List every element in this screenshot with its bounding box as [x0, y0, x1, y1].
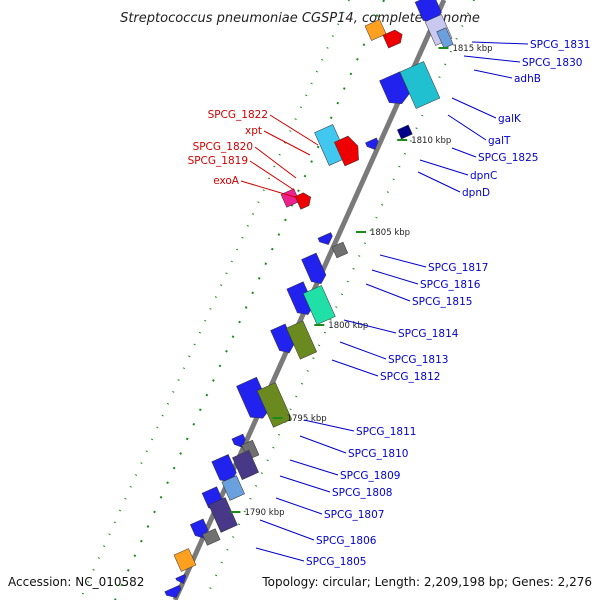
kbp-tick-label: 1815 kbp: [452, 44, 492, 54]
gene-feature[interactable]: [302, 285, 336, 325]
right-gene-label[interactable]: SPCG_1811: [356, 426, 416, 438]
right-gene-label[interactable]: SPCG_1830: [522, 57, 582, 69]
left-gene-label[interactable]: SPCG_1819: [188, 155, 248, 167]
right-gene-label[interactable]: SPCG_1812: [380, 371, 440, 383]
right-gene-label[interactable]: SPCG_1814: [398, 328, 459, 340]
left-leader-line: [269, 114, 319, 146]
map-title: Streptococcus pneumoniae CGSP14, complet…: [120, 11, 480, 26]
right-leader-line: [255, 547, 305, 562]
right-leader-line: [365, 283, 411, 302]
accession-text: Accession: NC_010582: [8, 575, 144, 589]
kbp-tick-label: 1805 kbp: [370, 228, 410, 238]
right-leader-line: [259, 519, 315, 541]
right-leader-line: [463, 55, 521, 63]
right-leader-line: [275, 497, 323, 515]
gene-feature[interactable]: [396, 124, 413, 140]
right-leader-line: [289, 459, 339, 476]
gene-feature[interactable]: [256, 382, 293, 428]
left-gene-label[interactable]: xpt: [245, 125, 262, 137]
right-gene-label[interactable]: adhB: [514, 73, 541, 85]
right-leader-line: [471, 41, 529, 45]
kbp-ticks: 1815 kbp 1810 kbp 1805 kbp 1800 kbp 1795 kbp…: [230, 44, 493, 518]
gene-feature[interactable]: [208, 497, 238, 533]
right-leader-line: [473, 69, 513, 79]
gene-feature[interactable]: [294, 191, 313, 210]
gene-feature[interactable]: [175, 573, 188, 585]
kbp-tick-label: 1790 kbp: [244, 508, 284, 518]
gene-feature[interactable]: [280, 188, 300, 208]
right-gene-label[interactable]: galK: [498, 113, 522, 125]
gene-feature[interactable]: [317, 232, 335, 248]
gene-feature[interactable]: [436, 27, 454, 49]
gene-feature[interactable]: [333, 134, 363, 167]
right-leader-line: [371, 269, 419, 285]
right-leader-line: [419, 159, 469, 176]
gene-feature[interactable]: [232, 450, 259, 480]
right-leader-line: [451, 97, 497, 119]
left-gene-label[interactable]: SPCG_1820: [193, 141, 253, 153]
gene-feature[interactable]: [286, 320, 318, 360]
gene-feature[interactable]: [399, 61, 441, 109]
gene-feature[interactable]: [382, 28, 405, 49]
right-gene-label[interactable]: SPCG_1817: [428, 262, 488, 274]
right-leader-line: [303, 419, 355, 432]
right-gene-label[interactable]: dpnC: [470, 170, 497, 182]
genome-stats-text: Topology: circular; Length: 2,209,198 bp…: [261, 575, 592, 589]
gene-feature[interactable]: [301, 252, 329, 287]
right-gene-label[interactable]: SPCG_1810: [348, 448, 408, 460]
kbp-tick-label: 1800 kbp: [328, 321, 368, 331]
gene-feature[interactable]: [231, 433, 248, 450]
gene-feature[interactable]: [202, 528, 221, 546]
right-leader-line: [447, 114, 487, 141]
left-gene-label[interactable]: exoA: [213, 175, 240, 187]
right-leader-line: [279, 475, 331, 493]
left-leader-line: [249, 160, 295, 191]
right-leader-line: [417, 171, 461, 193]
gene-feature[interactable]: [365, 137, 380, 152]
right-leader-line: [331, 359, 379, 377]
left-leader-line: [254, 146, 297, 179]
right-gene-label[interactable]: SPCG_1816: [420, 279, 481, 291]
right-gene-label[interactable]: dpnD: [462, 187, 490, 199]
right-gene-label[interactable]: SPCG_1813: [388, 354, 448, 366]
gene-feature[interactable]: [164, 584, 184, 600]
left-gene-label[interactable]: SPCG_1822: [208, 109, 268, 121]
left-leader-line: [263, 130, 311, 156]
right-gene-label[interactable]: SPCG_1825: [478, 152, 538, 164]
right-gene-label[interactable]: SPCG_1831: [530, 39, 590, 51]
kbp-tick-label: 1810 kbp: [411, 136, 451, 146]
right-leader-line: [379, 254, 427, 268]
kbp-tick-label: 1795 kbp: [287, 414, 327, 424]
right-leader-line: [299, 435, 347, 454]
right-leader-line: [339, 341, 387, 360]
gene-feature[interactable]: [221, 475, 245, 501]
gene-track: [164, 0, 454, 600]
right-gene-label[interactable]: galT: [488, 135, 511, 147]
gene-feature[interactable]: [379, 71, 411, 108]
right-gene-label[interactable]: SPCG_1809: [340, 470, 400, 482]
right-leader-line: [343, 319, 397, 334]
gene-feature[interactable]: [364, 19, 387, 41]
right-gene-label[interactable]: SPCG_1806: [316, 535, 377, 547]
gene-feature[interactable]: [331, 241, 349, 259]
right-gene-label[interactable]: SPCG_1807: [324, 509, 384, 521]
right-gene-label[interactable]: SPCG_1815: [412, 296, 472, 308]
right-gene-label[interactable]: SPCG_1808: [332, 487, 392, 499]
left-leader-line: [240, 180, 299, 199]
gene-feature[interactable]: [173, 548, 197, 572]
right-gene-label[interactable]: SPCG_1805: [306, 556, 366, 568]
gene-feature[interactable]: [236, 376, 272, 422]
right-leader-line: [451, 147, 477, 158]
